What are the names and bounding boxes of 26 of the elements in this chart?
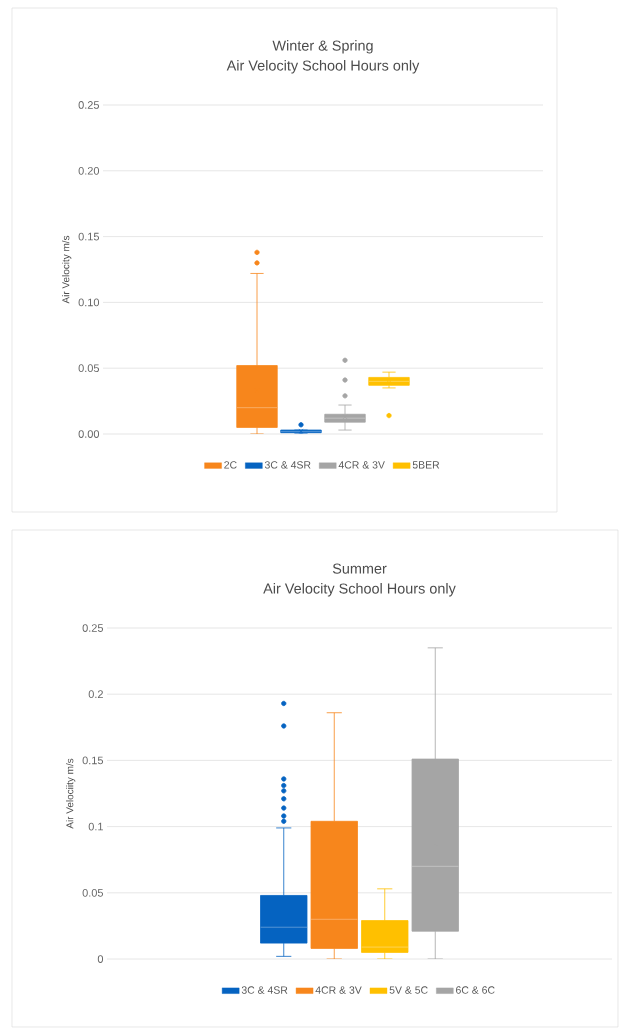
y-tick-label: 0.1 (88, 822, 103, 831)
y-tick-label: 0.05 (82, 888, 104, 897)
y-axis-title: Air Velocity m/s (62, 235, 72, 304)
legend-label: 3C & 4SR (264, 461, 311, 469)
legend-label: 4CR & 3V (338, 461, 385, 469)
y-tick-label: 0.05 (78, 364, 100, 373)
legend-label: 6C & 6C (456, 986, 495, 994)
y-axis-title: Air Velociity m/s (66, 758, 76, 829)
legend-label: 5BER (412, 461, 440, 469)
legend-label: 5V & 5C (389, 986, 428, 994)
chart-subtitle: Air Velocity School Hours only (226, 60, 420, 74)
y-tick-label: 0.25 (78, 101, 100, 109)
y-tick-label: 0.2 (88, 690, 103, 699)
y-tick-label: 0.25 (82, 624, 104, 632)
chart-subtitle: Air Velocity School Hours only (263, 583, 456, 597)
y-tick-label: 0.10 (78, 298, 100, 307)
chart-title: Winter & Spring (272, 40, 373, 54)
y-tick-label: 0 (97, 955, 104, 963)
y-tick-label: 0.15 (78, 232, 100, 241)
chart-title: Summer (332, 563, 387, 574)
legend-label: 4CR & 3V (315, 986, 362, 994)
y-tick-label: 0.00 (78, 430, 100, 438)
legend-label: 2C (224, 461, 237, 469)
y-tick-label: 0.20 (78, 166, 100, 175)
y-tick-label: 0.15 (82, 756, 104, 765)
legend-label: 3C & 4SR (241, 986, 288, 994)
